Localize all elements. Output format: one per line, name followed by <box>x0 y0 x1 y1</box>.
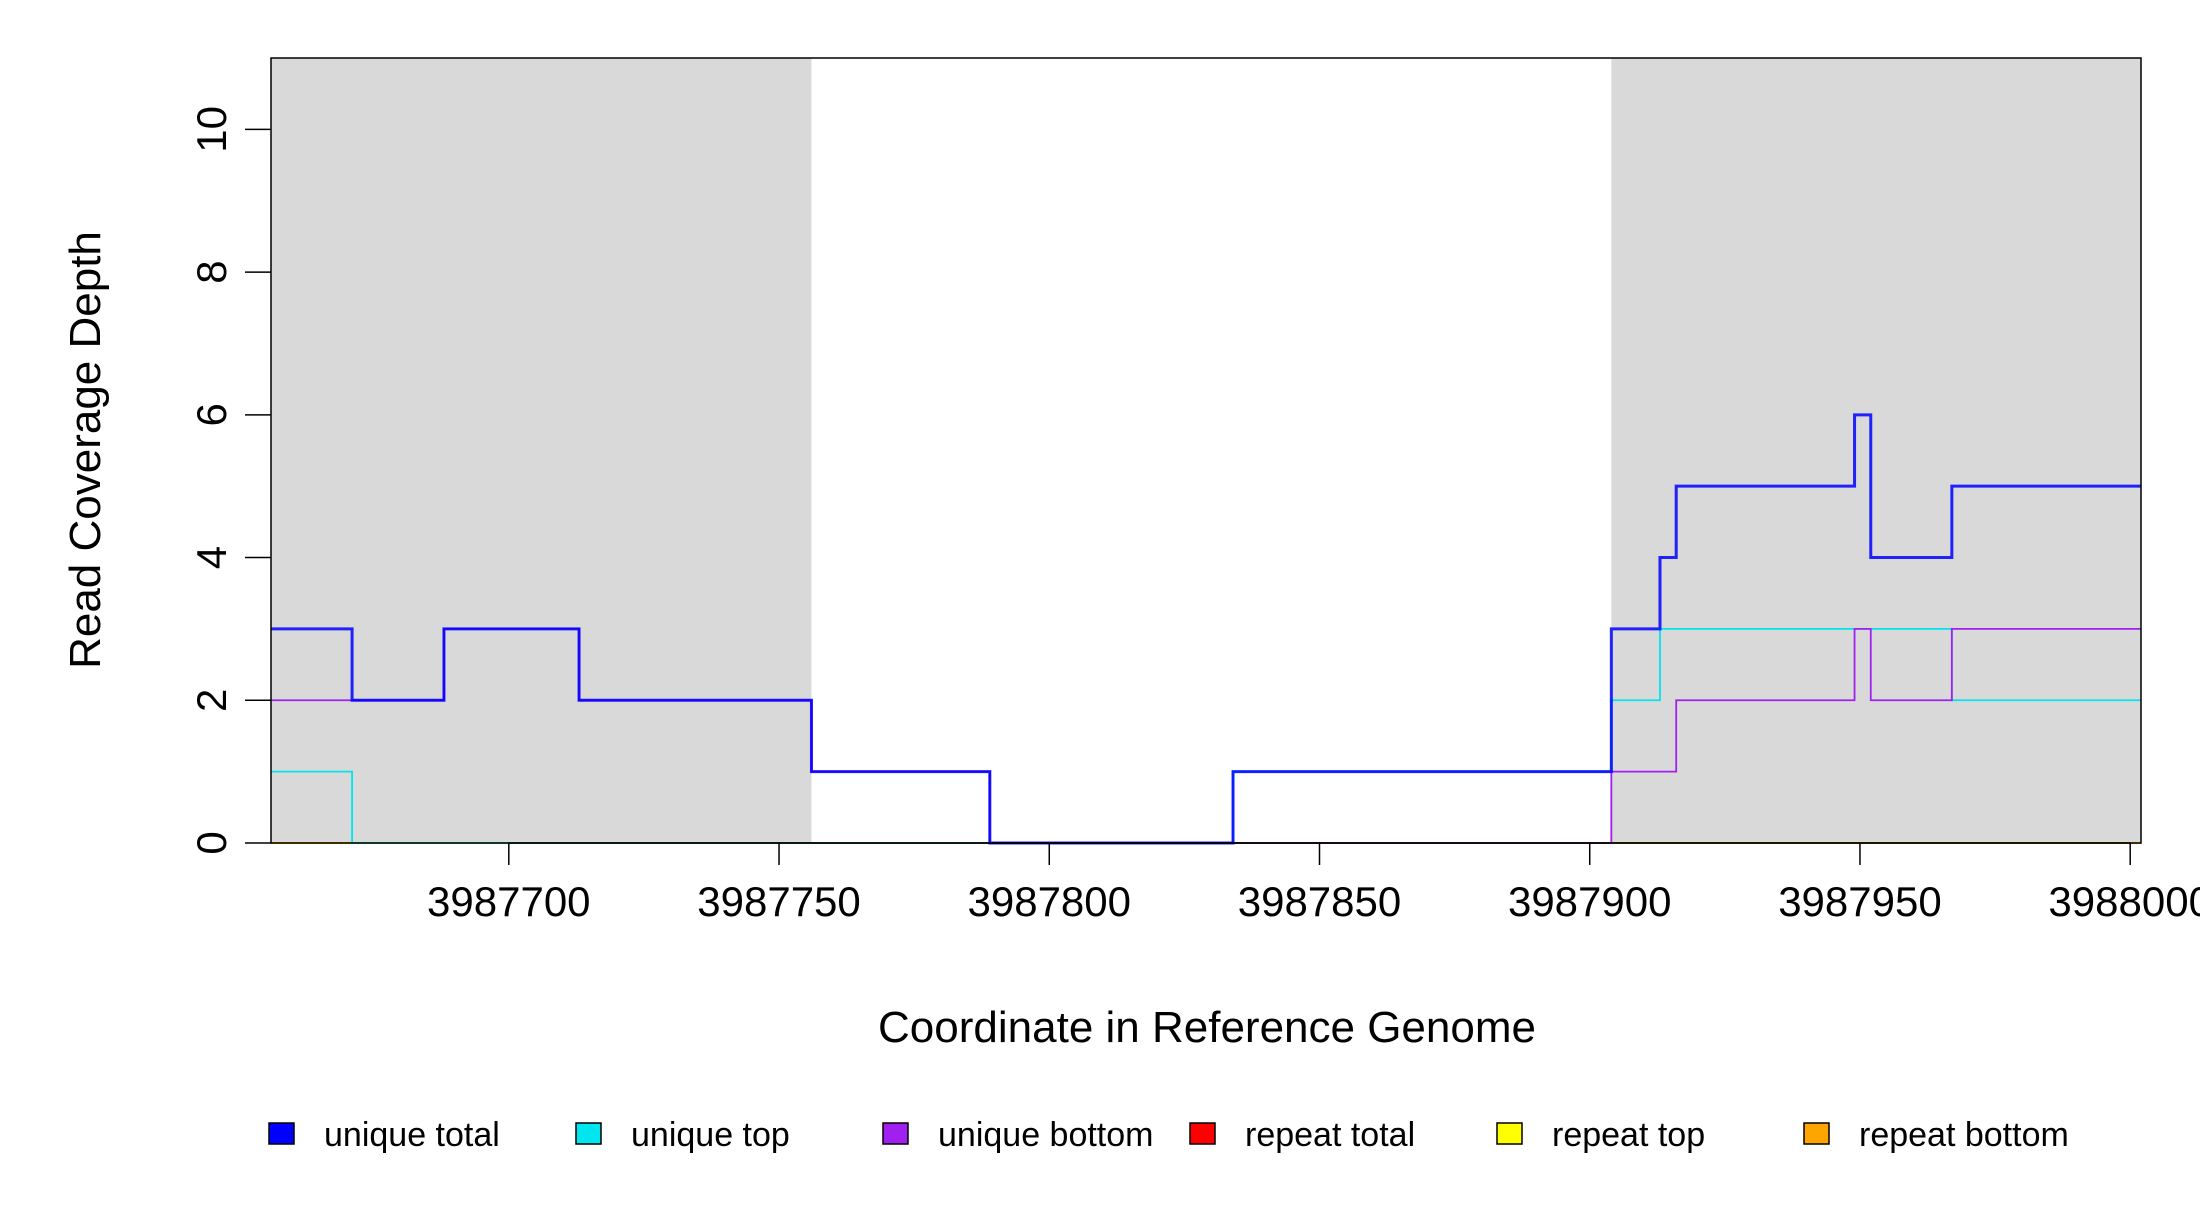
x-tick-label: 3987700 <box>427 878 591 925</box>
y-axis-label: Read Coverage Depth <box>61 231 110 669</box>
legend-swatch-repeat-top <box>1496 1122 1523 1145</box>
legend-label-repeat-top: repeat top <box>1552 1116 1705 1154</box>
shaded-region-1 <box>271 58 812 843</box>
x-tick-label: 3987750 <box>697 878 861 925</box>
y-tick-label: 8 <box>188 260 235 283</box>
x-axis-label: Coordinate in Reference Genome <box>878 1003 1536 1052</box>
legend-swatch-unique-top <box>575 1122 602 1145</box>
x-tick-label: 3987800 <box>968 878 1132 925</box>
legend-swatch-repeat-bottom <box>1803 1122 1830 1145</box>
series-line-unique-total <box>271 413 2141 845</box>
y-tick-label: 0 <box>188 831 235 854</box>
legend-swatch-repeat-total <box>1189 1122 1216 1145</box>
legend-label-unique-bottom: unique bottom <box>938 1116 1154 1154</box>
legend-label-repeat-total: repeat total <box>1245 1116 1415 1154</box>
x-tick-label: 3987950 <box>1778 878 1942 925</box>
y-tick-label: 4 <box>188 546 235 569</box>
y-tick-label: 6 <box>188 403 235 426</box>
x-tick-label: 3988000 <box>2048 878 2200 925</box>
legend-swatch-unique-bottom <box>882 1122 909 1145</box>
legend-label-unique-top: unique top <box>631 1116 790 1154</box>
legend-label-unique-total: unique total <box>324 1116 500 1154</box>
y-tick-label: 10 <box>188 106 235 153</box>
x-tick-label: 3987850 <box>1238 878 1402 925</box>
shaded-region-2 <box>1611 58 2141 843</box>
legend-swatch-unique-total <box>268 1122 295 1145</box>
y-tick-label: 2 <box>188 689 235 712</box>
x-axis: 3987700 3987750 3987800 3987850 3987900 39879… <box>427 842 2200 925</box>
legend: unique total unique top unique bottom repea… <box>268 1116 2069 1154</box>
x-tick-label: 3987900 <box>1508 878 1672 925</box>
shaded-regions <box>271 58 2141 843</box>
legend-label-repeat-bottom: repeat bottom <box>1859 1116 2069 1154</box>
y-axis: 0 2 4 6 8 10 <box>188 106 271 855</box>
